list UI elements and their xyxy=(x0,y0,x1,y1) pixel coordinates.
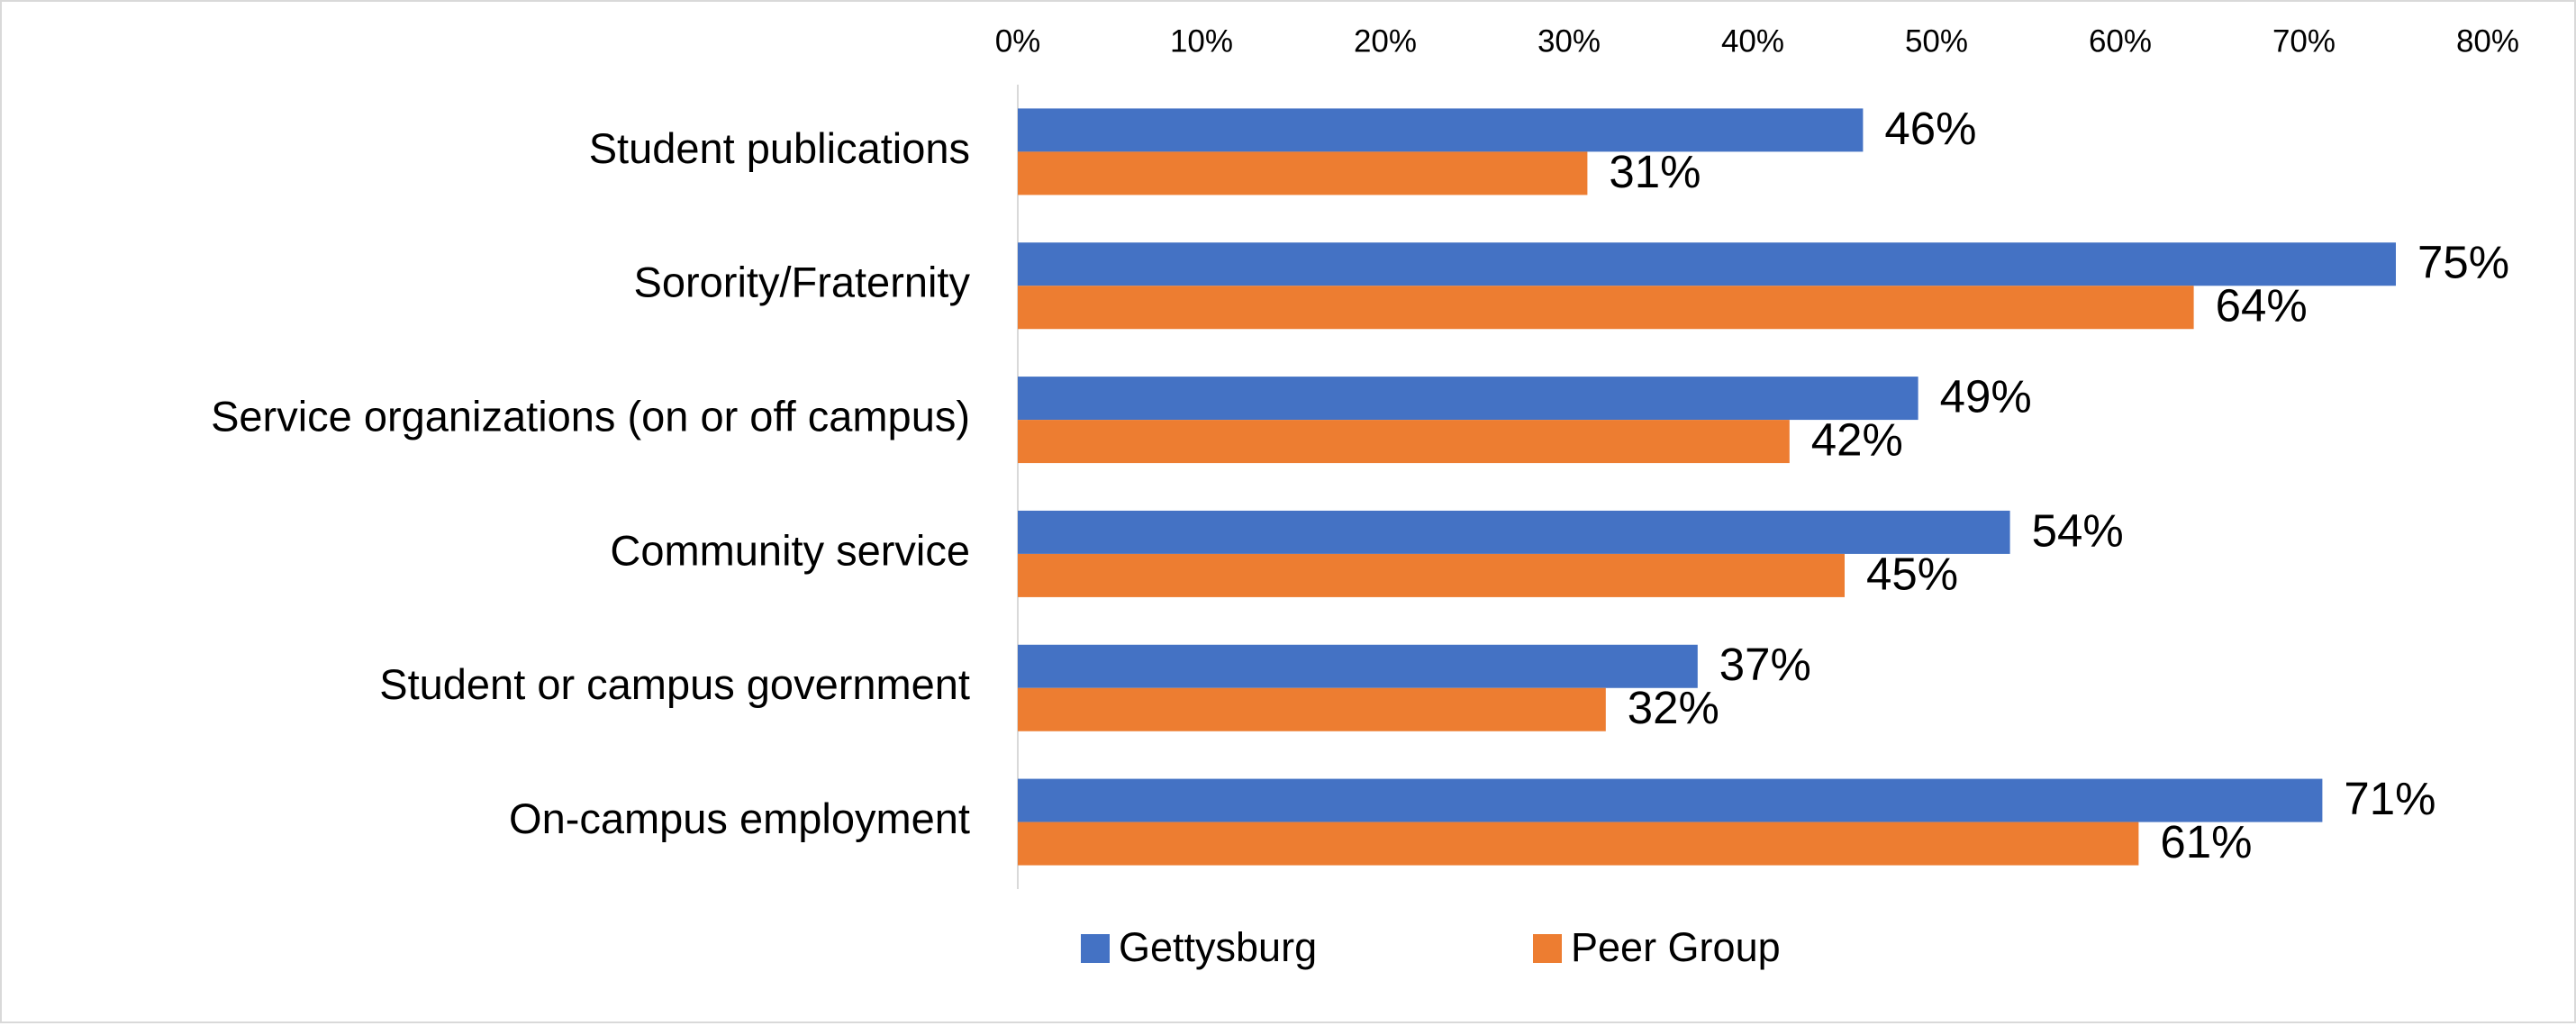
data-label: 46% xyxy=(1884,103,1976,154)
x-tick-label: 60% xyxy=(2089,23,2152,59)
legend-swatch xyxy=(1533,934,1562,963)
category-label: Student or campus government xyxy=(379,660,970,708)
data-labels: 46% 31% 75% 64% 49% 42% 54% 45% 37%32% 71% 61% xyxy=(1609,103,2509,867)
bar-peer-group xyxy=(1018,286,2194,330)
data-label: 75% xyxy=(2417,237,2509,288)
x-tick-label: 70% xyxy=(2272,23,2336,59)
bar-gettysburg xyxy=(1018,377,1918,421)
bar-gettysburg xyxy=(1018,242,2396,286)
data-label: 71% xyxy=(2344,773,2435,824)
data-label: 45% xyxy=(1866,548,1958,599)
data-label: 64% xyxy=(2216,280,2308,331)
x-tick-label: 40% xyxy=(1721,23,1784,59)
data-label: 49% xyxy=(1940,371,2032,422)
data-label: 32% xyxy=(1628,682,1719,733)
bars xyxy=(1018,108,2396,866)
category-label: Community service xyxy=(610,526,970,574)
category-label: Sorority/Fraternity xyxy=(634,259,971,306)
data-label: 31% xyxy=(1609,146,1701,197)
bar-peer-group xyxy=(1018,151,1588,195)
x-tick-label: 30% xyxy=(1537,23,1601,59)
legend-label: Peer Group xyxy=(1571,924,1781,970)
x-tick-label: 80% xyxy=(2456,23,2519,59)
bar-peer-group xyxy=(1018,822,2139,866)
bar-peer-group xyxy=(1018,420,1790,464)
bar-gettysburg xyxy=(1018,510,2010,554)
category-label: On-campus employment xyxy=(509,794,970,842)
category-labels: Student publications Sorority/Fraternity S… xyxy=(211,124,970,842)
bar-peer-group xyxy=(1018,553,1845,597)
bar-gettysburg xyxy=(1018,778,2323,822)
x-tick-label: 20% xyxy=(1354,23,1417,59)
data-label: 61% xyxy=(2160,816,2252,867)
legend-swatch xyxy=(1081,934,1110,963)
category-label: Service organizations (on or off campus) xyxy=(211,393,970,440)
bar-peer-group xyxy=(1018,687,1606,731)
x-tick-label: 50% xyxy=(1905,23,1968,59)
legend: Gettysburg Peer Group xyxy=(1081,924,1781,970)
bar-gettysburg xyxy=(1018,644,1698,688)
x-axis: 0% 10% 20% 30% 40% 50% 60% 70% 80% xyxy=(995,23,2519,889)
data-label: 37% xyxy=(1719,639,1811,690)
bar-gettysburg xyxy=(1018,108,1864,152)
category-label: Student publications xyxy=(589,124,970,172)
legend-label: Gettysburg xyxy=(1119,924,1317,970)
data-label: 54% xyxy=(2032,504,2124,556)
x-tick-label: 0% xyxy=(995,23,1041,59)
x-tick-label: 10% xyxy=(1170,23,1233,59)
data-label: 42% xyxy=(1811,414,1903,466)
